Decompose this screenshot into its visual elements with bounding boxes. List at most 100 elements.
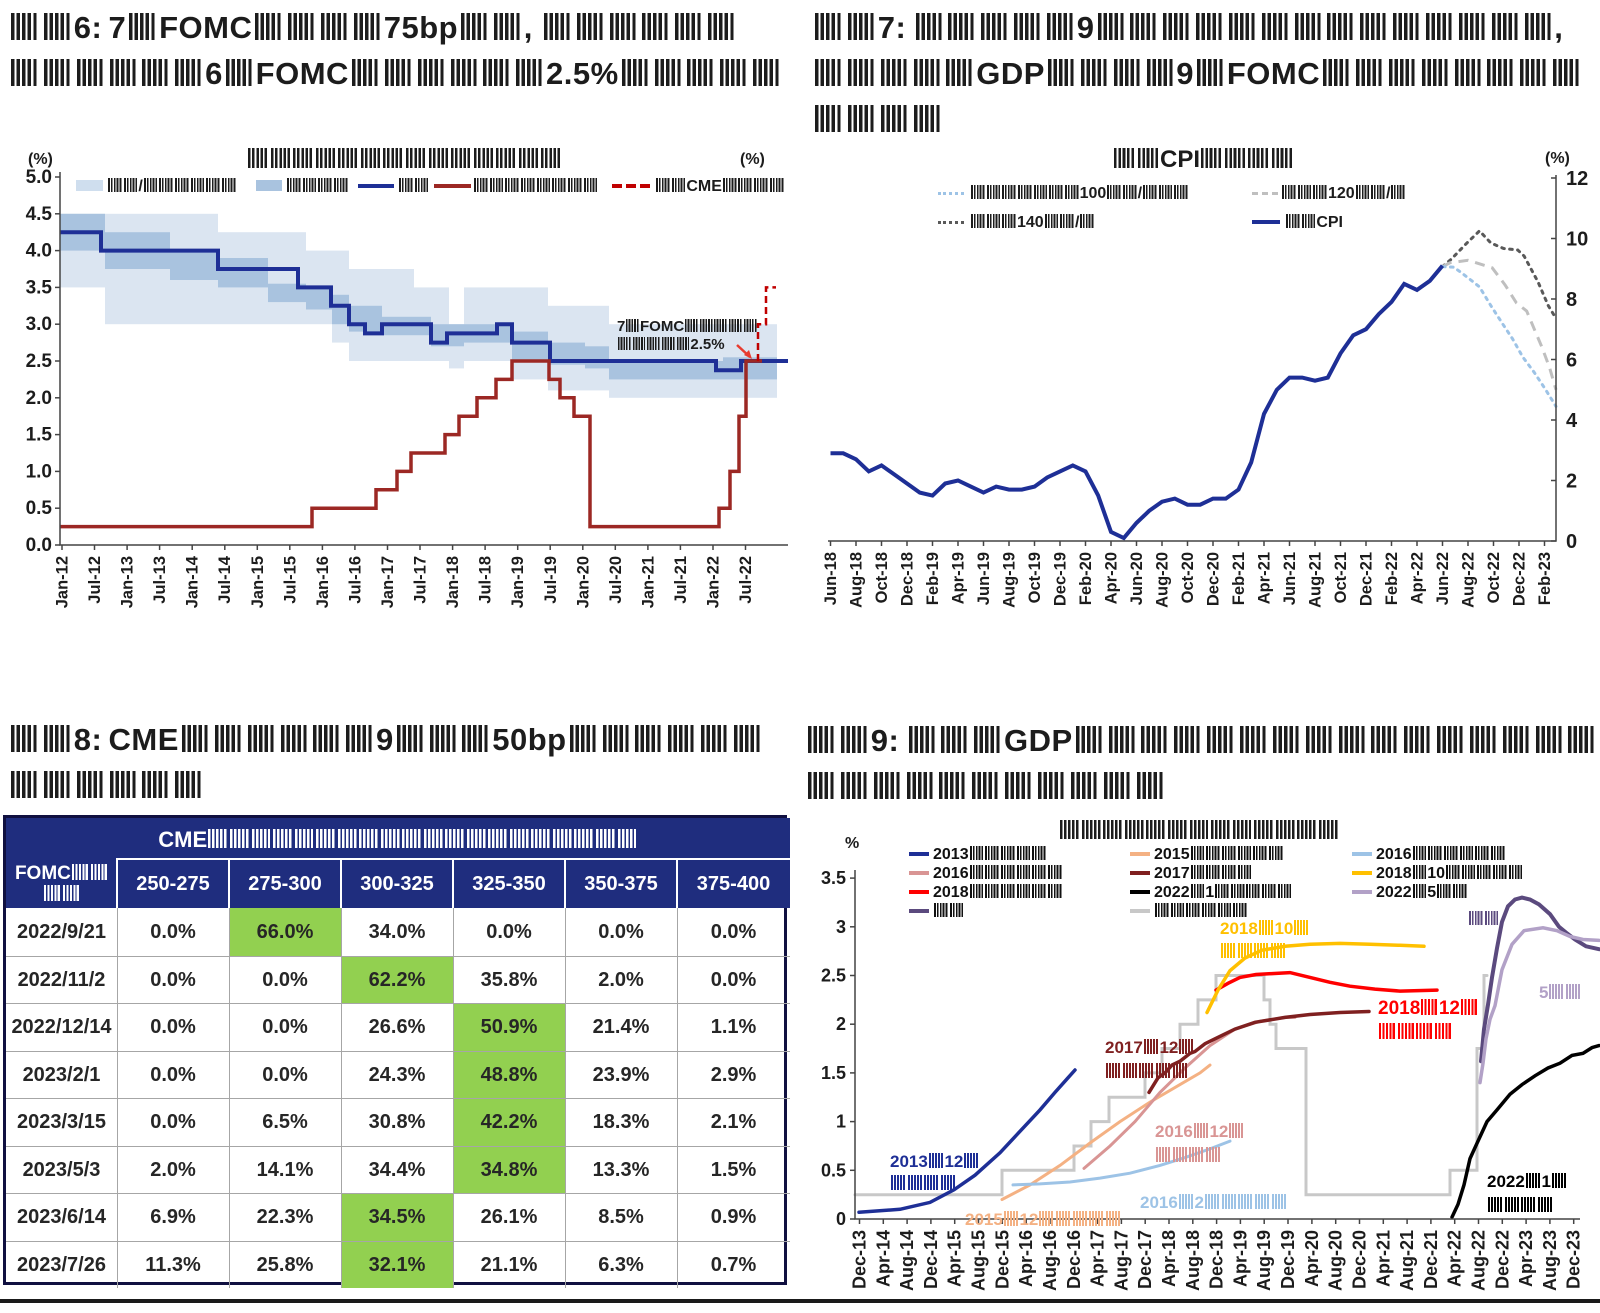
svg-text:Dec-16: Dec-16 — [1064, 1230, 1084, 1289]
svg-text:Aug-19: Aug-19 — [1254, 1230, 1274, 1291]
svg-text:Feb-20: Feb-20 — [1077, 552, 1095, 605]
svg-text:Aug-21: Aug-21 — [1307, 552, 1325, 608]
svg-text:Jul-12: Jul-12 — [86, 556, 104, 604]
svg-text:12: 12 — [1566, 168, 1588, 190]
svg-text:6: 6 — [1566, 350, 1577, 372]
svg-text:Jan-22: Jan-22 — [705, 556, 723, 608]
svg-text:Dec-22: Dec-22 — [1511, 552, 1529, 606]
svg-text:Jan-15: Jan-15 — [249, 556, 267, 608]
svg-text:Apr-19: Apr-19 — [1230, 1230, 1250, 1287]
svg-text:Feb-21: Feb-21 — [1230, 552, 1248, 605]
svg-text:Dec-19: Dec-19 — [1052, 552, 1070, 606]
svg-text:Jul-16: Jul-16 — [346, 556, 364, 604]
svg-text:3.0: 3.0 — [26, 314, 52, 335]
svg-text:2: 2 — [1566, 471, 1577, 493]
svg-text:4.0: 4.0 — [26, 241, 52, 262]
svg-text:Jul-19: Jul-19 — [542, 556, 560, 604]
svg-text:Aug-17: Aug-17 — [1111, 1230, 1131, 1291]
svg-text:Apr-22: Apr-22 — [1445, 1230, 1465, 1287]
svg-text:Aug-23: Aug-23 — [1540, 1230, 1560, 1291]
svg-text:4: 4 — [1566, 410, 1578, 432]
svg-text:Dec-20: Dec-20 — [1350, 1230, 1370, 1289]
svg-text:Jul-15: Jul-15 — [281, 556, 299, 604]
svg-text:Aug-18: Aug-18 — [848, 552, 866, 608]
svg-text:Jun-19: Jun-19 — [975, 552, 993, 605]
svg-text:1.5: 1.5 — [821, 1063, 846, 1083]
svg-text:Aug-15: Aug-15 — [969, 1230, 989, 1291]
svg-text:Apr-23: Apr-23 — [1516, 1230, 1536, 1287]
svg-text:Oct-20: Oct-20 — [1179, 552, 1197, 603]
svg-text:0.0: 0.0 — [26, 535, 52, 556]
svg-text:Aug-22: Aug-22 — [1469, 1230, 1489, 1291]
svg-text:Apr-19: Apr-19 — [950, 552, 968, 604]
svg-text:0: 0 — [836, 1209, 846, 1229]
svg-text:Apr-17: Apr-17 — [1088, 1230, 1108, 1287]
svg-text:8: 8 — [1566, 289, 1577, 311]
svg-text:4.5: 4.5 — [26, 204, 53, 225]
svg-text:Jan-14: Jan-14 — [184, 555, 202, 608]
svg-text:Dec-21: Dec-21 — [1421, 1230, 1441, 1289]
svg-text:Apr-21: Apr-21 — [1256, 552, 1274, 604]
svg-text:0.5: 0.5 — [821, 1160, 846, 1180]
svg-text:Apr-18: Apr-18 — [1159, 1230, 1179, 1287]
svg-text:Oct-22: Oct-22 — [1485, 552, 1503, 603]
svg-text:Jul-18: Jul-18 — [477, 556, 495, 604]
svg-text:3.5: 3.5 — [821, 868, 846, 888]
svg-text:Jan-12: Jan-12 — [54, 556, 72, 608]
svg-text:Oct-18: Oct-18 — [873, 552, 891, 603]
svg-text:Aug-19: Aug-19 — [1001, 552, 1019, 608]
svg-text:1.5: 1.5 — [26, 425, 53, 446]
svg-text:Dec-18: Dec-18 — [1207, 1230, 1227, 1289]
svg-text:Dec-19: Dec-19 — [1278, 1230, 1298, 1289]
svg-text:Dec-13: Dec-13 — [850, 1230, 870, 1289]
svg-text:Dec-20: Dec-20 — [1205, 552, 1223, 606]
svg-text:Dec-17: Dec-17 — [1135, 1230, 1155, 1289]
svg-text:Jul-20: Jul-20 — [607, 556, 625, 604]
svg-text:Apr-16: Apr-16 — [1016, 1230, 1036, 1287]
svg-text:Oct-19: Oct-19 — [1026, 552, 1044, 603]
svg-text:Jan-16: Jan-16 — [314, 556, 332, 608]
svg-text:Dec-21: Dec-21 — [1358, 552, 1376, 606]
svg-text:1.0: 1.0 — [26, 461, 52, 482]
svg-text:2: 2 — [836, 1014, 846, 1034]
svg-text:2.5: 2.5 — [26, 351, 53, 372]
svg-text:2.0: 2.0 — [26, 388, 52, 409]
svg-text:3: 3 — [836, 917, 846, 937]
svg-text:Dec-22: Dec-22 — [1492, 1230, 1512, 1289]
svg-text:0: 0 — [1566, 531, 1577, 553]
svg-text:Apr-15: Apr-15 — [945, 1230, 965, 1287]
svg-text:Apr-20: Apr-20 — [1302, 1230, 1322, 1287]
svg-text:Dec-15: Dec-15 — [992, 1230, 1012, 1289]
svg-text:Aug-22: Aug-22 — [1460, 552, 1478, 608]
svg-text:3.5: 3.5 — [26, 277, 53, 298]
svg-text:Jul-17: Jul-17 — [412, 556, 430, 604]
svg-text:Jul-14: Jul-14 — [216, 555, 234, 604]
svg-text:Aug-14: Aug-14 — [897, 1230, 917, 1291]
svg-text:Jan-19: Jan-19 — [509, 556, 527, 608]
svg-text:Jan-17: Jan-17 — [379, 556, 397, 608]
svg-text:Jul-13: Jul-13 — [151, 556, 169, 604]
svg-text:Jun-22: Jun-22 — [1434, 552, 1452, 605]
svg-text:Jul-22: Jul-22 — [737, 556, 755, 604]
svg-text:Jan-20: Jan-20 — [574, 556, 592, 608]
svg-text:Jun-18: Jun-18 — [822, 552, 840, 605]
svg-text:Apr-21: Apr-21 — [1373, 1230, 1393, 1287]
svg-text:Jun-21: Jun-21 — [1281, 552, 1299, 605]
svg-text:Jun-20: Jun-20 — [1128, 552, 1146, 605]
svg-text:Dec-18: Dec-18 — [899, 552, 917, 606]
svg-text:2.5: 2.5 — [821, 966, 846, 986]
svg-text:1: 1 — [836, 1112, 846, 1132]
svg-text:Dec-14: Dec-14 — [921, 1230, 941, 1289]
svg-text:Aug-20: Aug-20 — [1326, 1230, 1346, 1291]
svg-text:Jan-18: Jan-18 — [444, 556, 462, 608]
svg-text:Jan-21: Jan-21 — [639, 556, 657, 608]
svg-text:Aug-21: Aug-21 — [1397, 1230, 1417, 1291]
svg-text:Oct-21: Oct-21 — [1332, 552, 1350, 603]
svg-text:Feb-23: Feb-23 — [1536, 552, 1554, 605]
svg-text:0.5: 0.5 — [26, 498, 53, 519]
svg-text:Dec-23: Dec-23 — [1564, 1230, 1584, 1289]
svg-text:Aug-20: Aug-20 — [1154, 552, 1172, 608]
svg-text:Feb-22: Feb-22 — [1383, 552, 1401, 605]
svg-text:Apr-20: Apr-20 — [1103, 552, 1121, 604]
svg-text:10: 10 — [1566, 229, 1588, 251]
